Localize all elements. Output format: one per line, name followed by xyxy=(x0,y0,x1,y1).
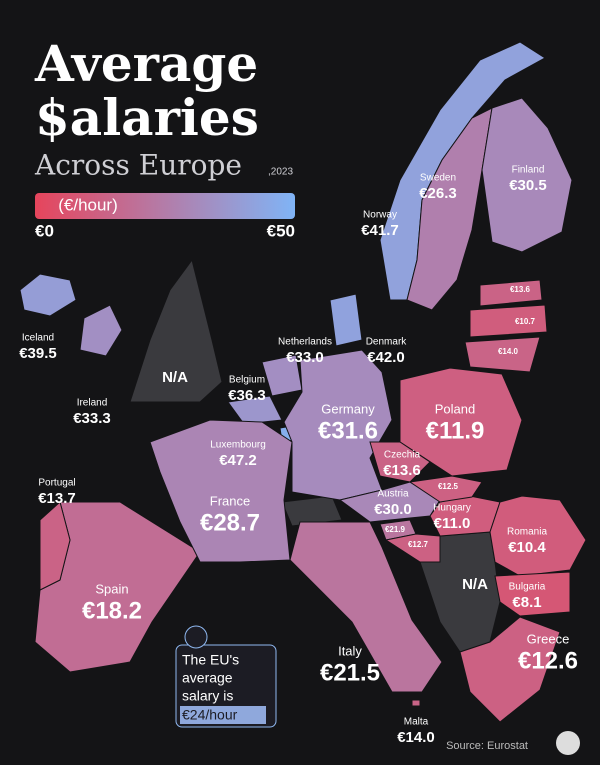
callout-icon xyxy=(184,625,208,649)
title: Average xyxy=(34,34,258,93)
country-value: €36.3 xyxy=(228,387,266,404)
country-value: €12.6 xyxy=(518,647,578,674)
country xyxy=(459,616,561,723)
callout-text: salary is xyxy=(182,688,233,704)
country-value: €33.3 xyxy=(73,410,111,427)
source: Source: Eurostat xyxy=(446,740,528,752)
callout-highlight xyxy=(180,706,266,724)
country-name: Sweden xyxy=(420,173,456,184)
country-name: Norway xyxy=(363,210,397,221)
title: $alaries xyxy=(35,88,259,147)
country-name: Romania xyxy=(507,527,547,538)
country-value: €11.9 xyxy=(426,417,485,444)
country-value: €21.9 xyxy=(385,525,406,534)
country xyxy=(19,273,77,317)
country xyxy=(384,533,441,563)
country xyxy=(479,279,543,307)
country-name: Czechia xyxy=(384,450,421,461)
country-name: Austria xyxy=(377,489,409,500)
legend-unit: (€/hour) xyxy=(58,195,118,214)
country-value: €14.0 xyxy=(397,729,435,746)
legend-bar xyxy=(35,193,295,219)
country-name: Luxembourg xyxy=(210,440,266,451)
country-name: Malta xyxy=(404,717,429,728)
country-name: Finland xyxy=(512,165,545,176)
country xyxy=(408,475,483,503)
na-region xyxy=(129,258,223,403)
country xyxy=(227,395,283,425)
country-value: €33.0 xyxy=(286,349,324,366)
year: ,2023 xyxy=(268,167,293,178)
country-value: €12.5 xyxy=(438,482,459,491)
country-value: €13.6 xyxy=(510,285,531,294)
country-value: €26.3 xyxy=(419,185,457,202)
country xyxy=(79,304,123,357)
subtitle: Across Europe xyxy=(34,149,242,182)
country xyxy=(481,97,573,253)
country-value: €41.7 xyxy=(361,222,399,239)
country-name: Poland xyxy=(435,401,475,416)
country-name: Italy xyxy=(338,643,362,658)
country-name: France xyxy=(210,493,250,508)
legend-max: €50 xyxy=(267,221,295,240)
country-name: Portugal xyxy=(38,478,75,489)
callout-text: The EU's xyxy=(182,652,239,668)
country-value: €12.7 xyxy=(408,540,429,549)
country xyxy=(464,336,541,373)
country-name: Ireland xyxy=(77,398,108,409)
country-name: Netherlands xyxy=(278,337,332,348)
country-value: €11.0 xyxy=(434,515,471,532)
country-value: €21.5 xyxy=(320,659,380,686)
country-value: €10.4 xyxy=(508,539,546,556)
country-name: Greece xyxy=(527,631,570,646)
na-label: N/A xyxy=(462,576,488,593)
no-data-region xyxy=(281,495,343,527)
country xyxy=(39,501,71,591)
legend-min: €0 xyxy=(35,221,54,240)
country-value: €28.7 xyxy=(200,509,260,536)
country-name: Bulgaria xyxy=(509,582,546,593)
callout-text: average xyxy=(182,670,233,686)
country-value: €13.6 xyxy=(383,462,421,479)
country-name: Belgium xyxy=(229,375,265,386)
logo xyxy=(556,731,580,755)
country-name: Hungary xyxy=(433,503,471,514)
country-value: €10.7 xyxy=(515,317,536,326)
country-name: Spain xyxy=(95,581,128,596)
country-name: Denmark xyxy=(366,337,408,348)
country xyxy=(469,304,548,338)
country xyxy=(369,441,431,483)
country-value: €18.2 xyxy=(82,597,142,624)
country xyxy=(329,293,363,347)
country xyxy=(494,571,571,617)
country-value: €31.6 xyxy=(318,417,378,444)
na-label: N/A xyxy=(162,369,188,386)
country xyxy=(289,521,443,693)
country-value: €13.7 xyxy=(38,490,76,507)
country-name: Germany xyxy=(321,401,375,416)
country-value: €47.2 xyxy=(219,452,257,469)
country-value: €42.0 xyxy=(367,349,405,366)
country xyxy=(489,495,587,577)
map xyxy=(19,41,587,723)
country xyxy=(149,419,293,563)
country-value: €39.5 xyxy=(19,345,57,362)
country xyxy=(411,699,421,707)
country-value: €30.0 xyxy=(374,501,412,518)
country-name: Iceland xyxy=(22,333,54,344)
country-value: €8.1 xyxy=(512,594,541,611)
country-value: €14.0 xyxy=(498,347,519,356)
country-value: €30.5 xyxy=(509,177,547,194)
callout-text: €24/hour xyxy=(182,707,238,723)
